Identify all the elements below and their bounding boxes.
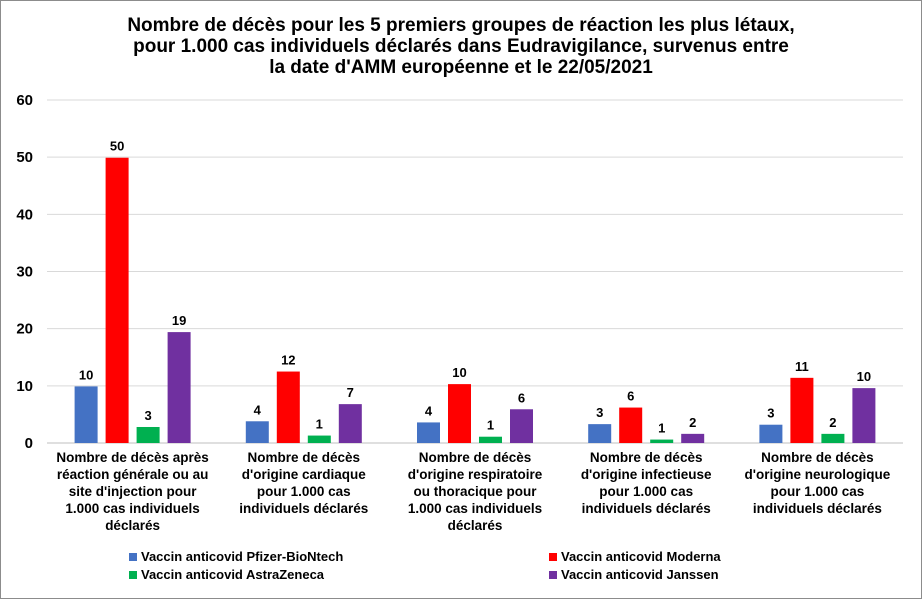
category-label: d'origine cardiaque bbox=[242, 467, 366, 482]
y-tick-label: 60 bbox=[16, 92, 33, 109]
category-label: pour 1.000 cas bbox=[770, 484, 864, 499]
category-label: d'origine respiratoire bbox=[408, 467, 543, 482]
data-label: 11 bbox=[795, 359, 809, 374]
chart-title-line: la date d'AMM européenne et le 22/05/202… bbox=[269, 57, 653, 78]
y-tick-label: 10 bbox=[16, 378, 33, 395]
bar bbox=[790, 377, 814, 443]
data-label: 1 bbox=[316, 417, 323, 432]
category-label: site d'injection pour bbox=[69, 484, 197, 499]
chart-title-line: pour 1.000 cas individuels déclarés dans… bbox=[133, 36, 789, 57]
bars bbox=[74, 157, 876, 443]
data-label: 7 bbox=[347, 385, 354, 400]
data-label: 10 bbox=[857, 369, 871, 384]
bar bbox=[167, 332, 191, 443]
data-label: 1 bbox=[487, 418, 494, 433]
data-label: 3 bbox=[596, 405, 603, 420]
category-label: déclarés bbox=[105, 518, 160, 533]
category-label: Nombre de décès bbox=[248, 450, 361, 465]
category-label: 1.000 cas individuels bbox=[408, 501, 542, 516]
category-label: d'origine infectieuse bbox=[581, 467, 712, 482]
y-tick-label: 30 bbox=[16, 264, 33, 281]
y-axis-tick-labels: 0 10 20 30 40 50 60 bbox=[16, 92, 33, 452]
bar bbox=[650, 439, 674, 443]
legend-swatch bbox=[129, 571, 137, 579]
data-label: 10 bbox=[79, 367, 93, 382]
data-label: 50 bbox=[110, 139, 124, 154]
category-labels: Nombre de décès après réaction générale o… bbox=[56, 450, 890, 533]
chart-title: Nombre de décès pour les 5 premiers grou… bbox=[127, 15, 794, 78]
data-label: 2 bbox=[829, 415, 836, 430]
legend-swatch bbox=[549, 571, 557, 579]
data-label: 3 bbox=[767, 406, 774, 421]
bar bbox=[479, 436, 502, 443]
data-label: 4 bbox=[254, 402, 262, 417]
category-label: réaction générale ou au bbox=[57, 467, 209, 482]
data-label: 6 bbox=[627, 389, 634, 404]
bar bbox=[136, 426, 160, 443]
bar bbox=[245, 421, 269, 443]
category-label: individuels déclarés bbox=[239, 501, 368, 516]
bar bbox=[510, 409, 533, 443]
y-tick-label: 40 bbox=[16, 206, 33, 223]
y-tick-label: 0 bbox=[25, 435, 33, 452]
data-label: 4 bbox=[425, 403, 433, 418]
bar bbox=[74, 386, 98, 443]
legend-swatch bbox=[549, 553, 557, 561]
data-label: 19 bbox=[172, 313, 186, 328]
category-label: Nombre de décès après bbox=[56, 450, 208, 465]
data-label: 3 bbox=[144, 408, 151, 423]
category-label: Nombre de décès bbox=[419, 450, 532, 465]
category-label: individuels déclarés bbox=[753, 501, 882, 516]
category-label: pour 1.000 cas bbox=[599, 484, 693, 499]
data-label: 12 bbox=[281, 353, 295, 368]
legend-label: Vaccin anticovid Pfizer-BioNtech bbox=[141, 549, 343, 564]
category-label: ou thoracique pour bbox=[414, 484, 538, 499]
legend-swatch bbox=[129, 553, 137, 561]
category-label: d'origine neurologique bbox=[745, 467, 891, 482]
bar bbox=[276, 371, 300, 443]
bar bbox=[852, 388, 876, 443]
data-label: 6 bbox=[518, 390, 525, 405]
data-label: 10 bbox=[452, 365, 466, 380]
y-tick-label: 50 bbox=[16, 149, 33, 166]
legend-label: Vaccin anticovid Moderna bbox=[561, 549, 721, 564]
y-tick-label: 20 bbox=[16, 321, 33, 338]
data-label: 1 bbox=[658, 421, 665, 436]
category-label: pour 1.000 cas bbox=[257, 484, 351, 499]
bar bbox=[417, 422, 440, 443]
bar bbox=[619, 407, 643, 443]
category-label: déclarés bbox=[448, 518, 503, 533]
category-label: 1.000 cas individuels bbox=[65, 501, 199, 516]
bar bbox=[448, 384, 471, 443]
legend-label: Vaccin anticovid Janssen bbox=[561, 567, 719, 582]
legend: Vaccin anticovid Pfizer-BioNtech Vaccin a… bbox=[129, 549, 721, 582]
category-label: Nombre de décès bbox=[590, 450, 703, 465]
bar bbox=[821, 433, 845, 443]
bar bbox=[338, 404, 362, 443]
data-label: 2 bbox=[689, 415, 696, 430]
bar bbox=[759, 424, 783, 443]
legend-label: Vaccin anticovid AstraZeneca bbox=[141, 567, 325, 582]
category-label: Nombre de décès bbox=[761, 450, 874, 465]
chart-title-line: Nombre de décès pour les 5 premiers grou… bbox=[127, 15, 794, 36]
bar bbox=[307, 435, 331, 443]
category-label: individuels déclarés bbox=[582, 501, 711, 516]
bar bbox=[681, 433, 705, 443]
bar bbox=[105, 157, 129, 443]
bar bbox=[588, 424, 612, 443]
